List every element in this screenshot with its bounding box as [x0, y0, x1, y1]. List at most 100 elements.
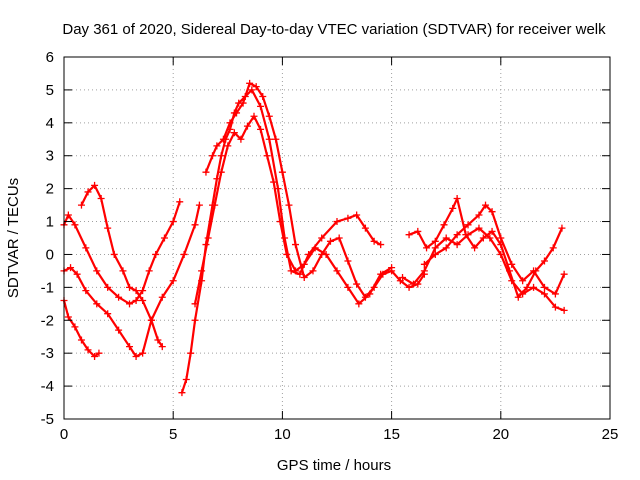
- data-point: [414, 227, 422, 235]
- data-point: [453, 195, 461, 203]
- data-point: [540, 290, 548, 298]
- data-point: [132, 287, 140, 295]
- data-point: [405, 231, 413, 239]
- data-point: [93, 267, 101, 275]
- data-point: [217, 152, 225, 160]
- data-point: [169, 277, 177, 285]
- series-line: [423, 203, 566, 296]
- data-point: [442, 234, 450, 242]
- data-point: [377, 270, 385, 278]
- data-point: [178, 389, 186, 397]
- data-point: [139, 297, 147, 305]
- data-point: [224, 142, 232, 150]
- data-point: [333, 218, 341, 226]
- data-point: [276, 218, 284, 226]
- data-point: [420, 260, 428, 268]
- data-point: [115, 326, 123, 334]
- data-point: [219, 135, 227, 143]
- data-point: [292, 241, 300, 249]
- data-point: [126, 300, 134, 308]
- data-point: [119, 267, 127, 275]
- data-point: [540, 257, 548, 265]
- data-point: [233, 109, 241, 117]
- data-point: [475, 224, 483, 232]
- data-point: [152, 250, 160, 258]
- series-arc-8: [399, 224, 568, 314]
- data-point: [530, 283, 538, 291]
- data-point: [560, 306, 568, 314]
- data-point: [91, 352, 99, 360]
- data-point: [486, 234, 494, 242]
- data-point: [246, 79, 254, 87]
- data-point: [158, 293, 166, 301]
- data-point: [335, 234, 343, 242]
- series-line: [62, 200, 181, 305]
- data-point: [82, 287, 90, 295]
- data-point: [453, 241, 461, 249]
- data-point: [551, 303, 559, 311]
- data-point: [243, 122, 251, 130]
- series-arc-4: [77, 181, 166, 351]
- data-point: [84, 188, 92, 196]
- series-line: [180, 88, 382, 394]
- y-tick-label: 6: [46, 49, 54, 66]
- data-point: [195, 201, 203, 209]
- data-point: [147, 316, 155, 324]
- data-point: [132, 297, 140, 305]
- y-tick-label: 0: [46, 246, 54, 263]
- data-point: [278, 168, 286, 176]
- data-point: [176, 198, 184, 206]
- data-point: [523, 283, 531, 291]
- data-point: [64, 211, 72, 219]
- x-tick-label: 25: [602, 426, 619, 443]
- data-point: [265, 135, 273, 143]
- series-arc-5: [178, 86, 385, 397]
- data-point: [160, 234, 168, 242]
- data-point: [73, 270, 81, 278]
- data-point: [95, 349, 103, 357]
- data-point: [309, 267, 317, 275]
- data-point: [217, 168, 225, 176]
- data-point: [257, 102, 265, 110]
- data-point: [464, 221, 472, 229]
- chart-title: Day 361 of 2020, Sidereal Day-to-day VTE…: [62, 21, 606, 38]
- series-line: [62, 203, 201, 358]
- data-point: [551, 290, 559, 298]
- data-point: [333, 267, 341, 275]
- data-point: [237, 135, 245, 143]
- data-point: [93, 300, 101, 308]
- data-point: [272, 135, 280, 143]
- x-tick-label: 5: [169, 426, 177, 443]
- data-point: [64, 313, 72, 321]
- data-point: [182, 376, 190, 384]
- data-point: [506, 267, 514, 275]
- data-point: [431, 244, 439, 252]
- data-point: [453, 231, 461, 239]
- data-point: [355, 300, 363, 308]
- data-point: [409, 280, 417, 288]
- data-point: [423, 244, 431, 252]
- series-arc-1: [60, 198, 184, 308]
- data-point: [399, 273, 407, 281]
- data-point: [71, 221, 79, 229]
- data-point: [353, 280, 361, 288]
- x-tick-label: 20: [492, 426, 509, 443]
- data-point: [139, 287, 147, 295]
- data-point: [440, 221, 448, 229]
- data-point: [431, 237, 439, 245]
- data-point: [239, 99, 247, 107]
- data-point: [370, 237, 378, 245]
- data-point: [479, 234, 487, 242]
- y-axis-label: SDTVAR / TECUs: [5, 178, 22, 298]
- data-point: [519, 277, 527, 285]
- series-arc-10: [420, 201, 568, 298]
- data-point: [442, 244, 450, 252]
- data-point: [326, 237, 334, 245]
- data-point: [204, 234, 212, 242]
- data-point: [296, 270, 304, 278]
- plot-frame: [63, 56, 611, 420]
- data-point: [230, 129, 238, 137]
- data-point: [104, 283, 112, 291]
- data-point: [431, 250, 439, 258]
